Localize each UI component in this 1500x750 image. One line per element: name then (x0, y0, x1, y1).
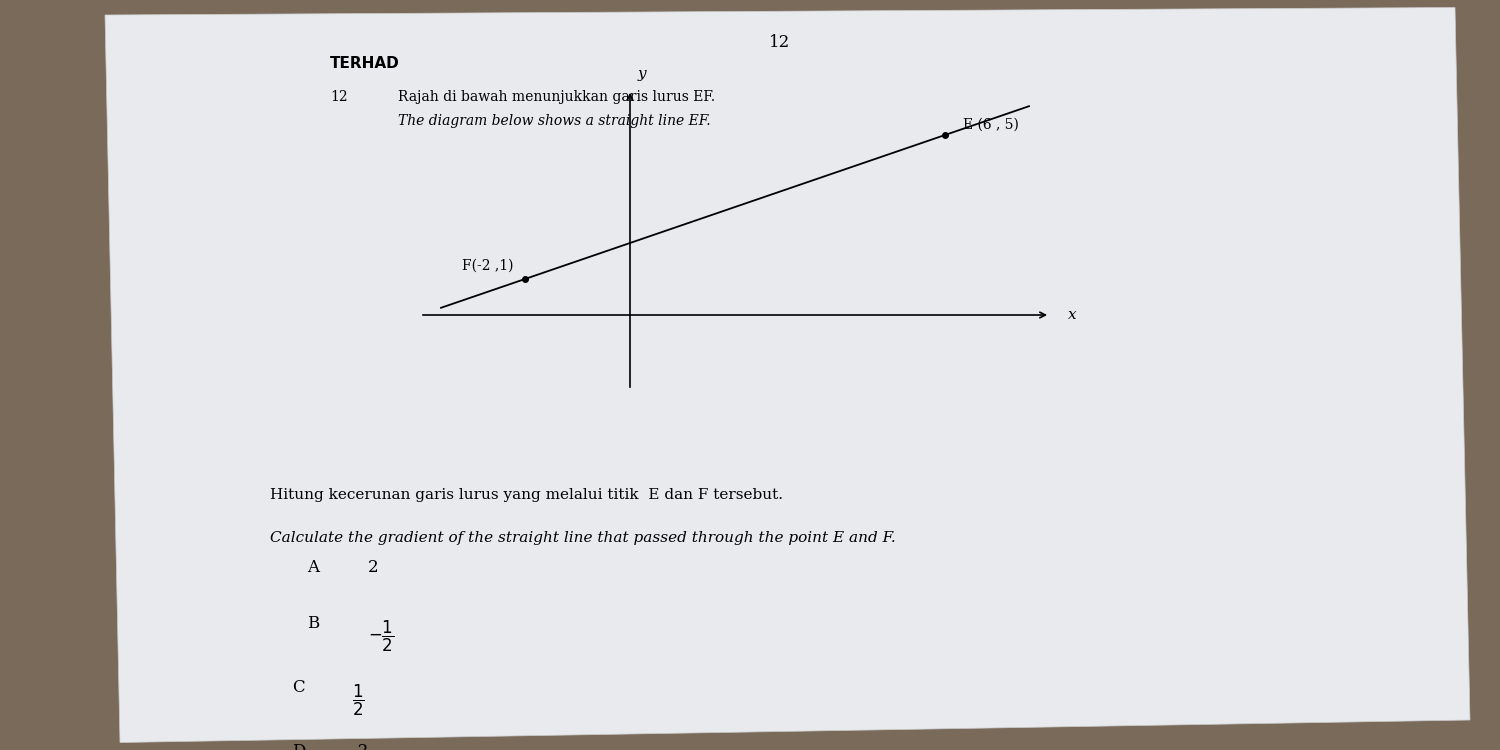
Text: A: A (308, 559, 320, 576)
Text: D: D (292, 742, 306, 750)
Text: y: y (638, 67, 646, 81)
Text: TERHAD: TERHAD (330, 56, 399, 71)
Text: $-\dfrac{1}{2}$: $-\dfrac{1}{2}$ (368, 619, 394, 654)
Text: x: x (1068, 308, 1077, 322)
Text: F(-2 ,1): F(-2 ,1) (462, 259, 513, 273)
Text: B: B (308, 615, 320, 632)
Text: 12: 12 (770, 34, 790, 51)
Text: The diagram below shows a straight line EF.: The diagram below shows a straight line … (398, 114, 710, 128)
Text: $\dfrac{1}{2}$: $\dfrac{1}{2}$ (352, 682, 364, 718)
Text: Hitung kecerunan garis lurus yang melalui titik  E dan F tersebut.: Hitung kecerunan garis lurus yang melalu… (270, 488, 783, 502)
Text: Rajah di bawah menunjukkan garis lurus EF.: Rajah di bawah menunjukkan garis lurus E… (398, 90, 714, 104)
Text: C: C (292, 679, 304, 696)
Text: Calculate the gradient of the straight line that passed through the point E and : Calculate the gradient of the straight l… (270, 531, 896, 545)
Text: -2: -2 (352, 742, 369, 750)
Text: E (6 , 5): E (6 , 5) (963, 117, 1018, 131)
Text: 12: 12 (330, 90, 348, 104)
Polygon shape (105, 8, 1470, 742)
Text: 2: 2 (368, 559, 378, 576)
